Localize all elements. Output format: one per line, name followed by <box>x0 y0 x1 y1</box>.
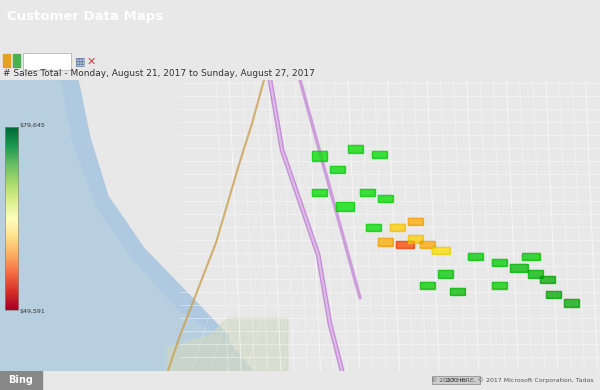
Bar <box>432 376 480 384</box>
Bar <box>360 189 375 196</box>
Bar <box>420 241 435 248</box>
Text: ✕: ✕ <box>87 57 97 66</box>
Bar <box>492 282 507 289</box>
Bar <box>312 189 327 196</box>
Bar <box>540 276 555 283</box>
Bar <box>408 236 423 243</box>
Bar <box>546 291 561 298</box>
Bar <box>5 127 18 310</box>
Bar <box>330 166 345 173</box>
Bar <box>372 151 387 158</box>
Bar <box>492 259 507 266</box>
Bar <box>378 238 393 246</box>
Bar <box>312 151 327 161</box>
Bar <box>390 224 405 231</box>
Text: # Sales Total - Monday, August 21, 2017 to Sunday, August 27, 2017: # Sales Total - Monday, August 21, 2017 … <box>3 69 315 78</box>
Bar <box>492 282 507 289</box>
Bar <box>396 241 414 248</box>
Bar <box>336 202 354 211</box>
Polygon shape <box>168 318 288 370</box>
Bar <box>468 253 483 260</box>
Bar <box>0 370 42 390</box>
Bar <box>438 270 453 278</box>
Bar <box>408 236 423 243</box>
Bar <box>312 189 327 196</box>
Bar <box>540 276 555 283</box>
Bar <box>348 145 363 152</box>
Bar <box>528 270 543 278</box>
Bar <box>510 264 528 272</box>
Text: © 2017 HERE, © 2017 Microsoft Corporation, Tadas: © 2017 HERE, © 2017 Microsoft Corporatio… <box>431 378 594 383</box>
Text: Customer Data Maps: Customer Data Maps <box>7 10 163 23</box>
Bar <box>450 288 465 295</box>
Bar <box>13 54 20 67</box>
Text: Bing: Bing <box>8 375 34 385</box>
Bar <box>522 253 540 260</box>
Bar <box>420 282 435 289</box>
Text: $49,591: $49,591 <box>19 309 45 314</box>
Bar <box>396 241 414 248</box>
Bar <box>438 270 453 278</box>
Polygon shape <box>0 80 228 370</box>
Bar <box>378 195 393 202</box>
Bar <box>378 195 393 202</box>
Bar <box>372 151 387 158</box>
Bar <box>528 270 543 278</box>
Text: 200 m: 200 m <box>446 378 466 383</box>
Bar <box>492 259 507 266</box>
Bar <box>564 299 579 307</box>
Polygon shape <box>0 80 252 370</box>
Bar <box>23 53 71 69</box>
Bar <box>3 54 10 67</box>
Bar <box>348 145 363 152</box>
Bar <box>330 166 345 173</box>
Bar <box>378 238 393 246</box>
Text: ▦: ▦ <box>75 57 86 66</box>
Bar <box>366 224 381 231</box>
Bar <box>510 264 528 272</box>
Bar <box>360 189 375 196</box>
Bar <box>546 291 561 298</box>
Bar <box>420 282 435 289</box>
Bar <box>420 241 435 248</box>
Bar <box>336 202 354 211</box>
Bar <box>432 247 450 254</box>
Bar <box>522 253 540 260</box>
Text: $79,645: $79,645 <box>19 123 45 128</box>
Bar <box>564 299 579 307</box>
Bar <box>468 253 483 260</box>
Bar <box>366 224 381 231</box>
Bar <box>390 224 405 231</box>
Bar <box>432 247 450 254</box>
Bar <box>450 288 465 295</box>
Bar <box>408 218 423 225</box>
Bar <box>408 218 423 225</box>
Bar <box>312 151 327 161</box>
